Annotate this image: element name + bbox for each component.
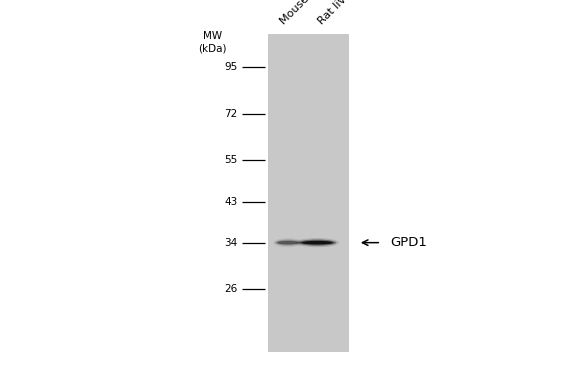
Text: Mouse liver: Mouse liver xyxy=(278,0,331,26)
Ellipse shape xyxy=(296,238,339,247)
Ellipse shape xyxy=(273,238,303,247)
Ellipse shape xyxy=(301,241,333,245)
Text: 95: 95 xyxy=(224,62,237,72)
Bar xyxy=(268,34,349,352)
Text: 72: 72 xyxy=(224,109,237,119)
Ellipse shape xyxy=(277,241,299,245)
Text: 26: 26 xyxy=(224,284,237,294)
Text: MW
(kDa): MW (kDa) xyxy=(198,31,226,53)
Text: 43: 43 xyxy=(224,197,237,208)
Ellipse shape xyxy=(275,240,301,246)
Text: GPD1: GPD1 xyxy=(390,236,427,249)
Text: Rat liver: Rat liver xyxy=(316,0,356,26)
Ellipse shape xyxy=(298,240,336,246)
Text: 34: 34 xyxy=(224,238,237,248)
Text: 55: 55 xyxy=(224,155,237,165)
